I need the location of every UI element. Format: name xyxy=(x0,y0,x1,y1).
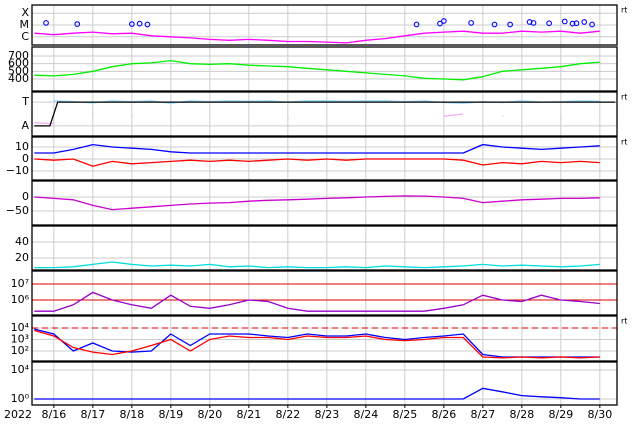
x-tick-label: 8/30 xyxy=(587,408,612,421)
y-tick-label: −10 xyxy=(6,164,29,177)
panel xyxy=(32,137,617,180)
panel-border xyxy=(31,180,618,226)
panel-note: rt xyxy=(621,138,627,147)
panel-note: rt xyxy=(621,317,627,326)
flare-marker xyxy=(589,21,595,28)
flare-marker xyxy=(561,18,568,25)
series-line xyxy=(34,143,600,154)
y-tick-label: 400 xyxy=(8,72,29,85)
y-tick-label: 20 xyxy=(15,251,29,264)
x-tick-label: 8/18 xyxy=(119,408,144,421)
flare-marker xyxy=(437,20,443,27)
x-tick-label: 8/24 xyxy=(353,408,378,421)
flare-marker xyxy=(569,20,576,27)
x-tick-label: 8/22 xyxy=(275,408,300,421)
panel-border xyxy=(31,136,618,181)
y-tick-label: C xyxy=(21,30,29,43)
y-tick-label: 0 xyxy=(22,152,29,165)
series-line xyxy=(34,387,600,400)
flare-marker xyxy=(530,20,537,26)
y-tick-label: 10² xyxy=(11,344,29,357)
y-tick-label: 40 xyxy=(15,235,29,248)
x-tick-label: 8/17 xyxy=(80,408,105,421)
panel xyxy=(32,47,617,91)
panel-note: rt xyxy=(621,93,627,102)
y-tick-label: 10³ xyxy=(11,332,29,345)
panel xyxy=(32,271,617,315)
series-line xyxy=(34,158,600,167)
y-tick-label: 10 xyxy=(15,140,29,153)
y-tick-label: A xyxy=(21,119,29,132)
series-line xyxy=(34,30,600,44)
x-tick-label: 8/27 xyxy=(470,408,495,421)
flare-marker xyxy=(74,21,81,27)
y-tick-label: X xyxy=(21,6,29,19)
x-tick-label: 8/29 xyxy=(548,408,573,421)
x-tick-label: 8/23 xyxy=(314,408,339,421)
y-tick-label: 10⁷ xyxy=(11,277,29,290)
panel-note: rt xyxy=(621,6,627,15)
panel-border xyxy=(31,361,618,406)
panel xyxy=(32,226,617,270)
flare-marker xyxy=(546,20,552,27)
x-tick-label: 8/16 xyxy=(41,408,66,421)
panel xyxy=(32,181,617,225)
series-line xyxy=(34,329,600,359)
x-tick-label: 8/20 xyxy=(197,408,222,421)
series-line xyxy=(34,261,600,269)
series-line xyxy=(34,101,616,127)
series-line xyxy=(34,195,600,211)
y-tick-label: 10⁴ xyxy=(11,363,30,376)
x-tick-label: 8/21 xyxy=(236,408,261,421)
flare-marker xyxy=(136,20,143,27)
y-tick-label: −50 xyxy=(6,204,29,217)
flare-marker xyxy=(43,20,49,26)
x-tick-label: 8/26 xyxy=(431,408,456,421)
flare-marker xyxy=(440,18,447,24)
panel xyxy=(32,316,617,361)
y-tick-label: 0 xyxy=(22,190,29,203)
flare-marker xyxy=(128,21,135,27)
panel-border xyxy=(31,46,618,92)
y-tick-label: T xyxy=(21,95,29,108)
x-tick-label: 8/28 xyxy=(509,408,534,421)
panel xyxy=(32,5,617,45)
y-tick-label: 10⁴ xyxy=(11,321,30,334)
x-tick-label: 8/25 xyxy=(392,408,417,421)
panel xyxy=(32,92,617,136)
y-tick-label: 10⁶ xyxy=(11,293,30,306)
series-line xyxy=(34,291,600,312)
x-tick-label: 8/19 xyxy=(158,408,183,421)
series-line xyxy=(443,113,464,117)
y-tick-label: 600 xyxy=(8,57,29,70)
flare-marker xyxy=(468,20,474,26)
panel-border xyxy=(31,225,618,271)
flare-marker xyxy=(491,21,498,28)
y-tick-label: 10⁰ xyxy=(11,392,30,405)
panel xyxy=(32,362,617,405)
flare-marker xyxy=(144,21,151,28)
series-line xyxy=(34,59,600,81)
y-tick-label: 700 xyxy=(8,49,29,62)
flare-marker xyxy=(581,19,588,25)
panel-border xyxy=(31,270,618,316)
panel-border xyxy=(31,4,618,46)
flare-marker xyxy=(507,21,513,28)
panel-border xyxy=(31,315,618,362)
year-label: 2022 xyxy=(4,408,32,421)
y-tick-label: 500 xyxy=(8,64,29,77)
y-tick-label: M xyxy=(20,18,30,31)
flare-marker xyxy=(573,20,580,27)
flare-marker xyxy=(413,21,420,28)
panel-border xyxy=(31,91,618,137)
